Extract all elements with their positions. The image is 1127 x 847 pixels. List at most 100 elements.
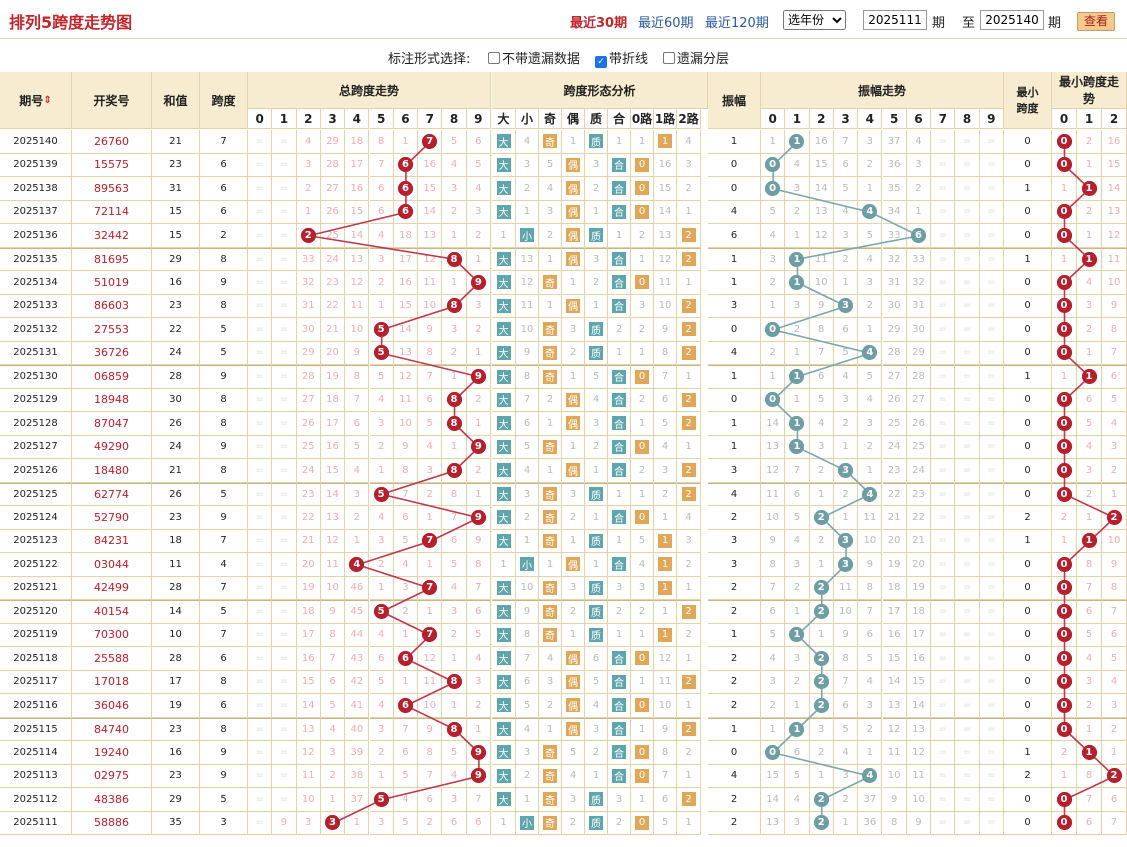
amp-trend-cell: 2 [858,153,883,177]
end-issue-input[interactable] [980,10,1044,30]
shape-tag: 小 [520,228,534,243]
span-miss-value: 12 [399,371,412,383]
option-miss-layer[interactable]: 遗漏分层 [663,48,729,67]
amp-cell: 0 [708,318,761,342]
span-trend-cell: = [272,365,297,389]
shape-cell: 大 [492,600,516,624]
span-trend-cell: 8 [393,459,419,483]
span-trend-cell: 9 [418,318,443,342]
amp-trend-cell: 32 [882,247,907,271]
span-miss-value: 21 [326,323,339,335]
checkbox-with-line[interactable]: ✓ [595,56,607,68]
amp-trend-cell: 3 [858,130,883,154]
amp-trend-cell: 24 [882,435,907,459]
shape-cell: 2 [539,388,562,412]
span-miss-value: 39 [350,746,364,758]
shape-cell: 合 [608,647,631,671]
min-trend-cell: 2 [1102,459,1127,483]
year-select[interactable]: 选年份 [783,10,846,30]
shape-cell: 1 [492,553,516,577]
issue-cell: 2025137 [0,200,72,224]
span-miss-value: 6 [475,606,482,618]
amp-miss-value: 15 [912,676,925,688]
shape-miss-value: 1 [569,276,577,288]
amp-trend-cell: 2 [809,529,834,553]
sum-cell: 19 [152,694,200,718]
span-miss-value: 4 [329,723,336,735]
shape-cell: 7 [516,388,539,412]
span-miss-value: = [255,676,264,688]
amp-trend-cell: 13 [906,717,932,741]
span-miss-value: 3 [450,182,458,194]
recent-120-link[interactable]: 最近120期 [705,16,769,31]
amp-trend-cell: = [979,741,1004,765]
shape-cell: 1 [539,412,562,436]
span-trend-cell: = [272,647,297,671]
amp-miss-value: = [987,535,996,547]
recent-60-link[interactable]: 最近60期 [638,16,694,31]
option-with-line[interactable]: ✓ 带折线 [595,48,648,68]
shape-cell: 1 [492,224,516,248]
amp-trend-cell: 23 [906,482,932,506]
span-cell: 6 [200,177,248,201]
shape-cell: 3 [585,153,608,177]
span-trend-cell: 1 [442,224,467,248]
amp-trend-cell: 29 [906,341,932,365]
amp-miss-value: = [987,394,996,406]
amp-trend-cell: = [955,482,980,506]
span-trend-cell: 4 [393,788,419,812]
amp-trend-cell: 18 [882,576,907,600]
amp-miss-value: 9 [769,535,776,547]
checkbox-no-miss[interactable] [488,52,500,64]
span-trend-cell: 24 [296,459,321,483]
shape-cell: 大 [492,365,516,389]
amp-trend-cell: = [979,811,1004,835]
span-trend-cell: 39 [345,741,370,765]
shape-tag: 合 [612,439,626,454]
span-miss-value: = [279,652,289,664]
amp-trend-cell: 5 [833,717,859,741]
issue-header[interactable]: 期号 ⇕ [0,72,72,129]
shape-tag: 大 [496,698,511,713]
amp-miss-value: 1 [793,699,801,711]
amp-trend-cell: 19 [882,553,907,577]
min-span-cell: 0 [1004,224,1052,248]
draw-cell: 18948 [72,388,152,412]
shape-cell: 奇 [539,764,562,788]
option-no-miss-label: 不带遗漏数据 [502,52,581,67]
checkbox-miss-layer[interactable] [663,52,675,64]
option-no-miss[interactable]: 不带遗漏数据 [488,48,580,67]
shape-miss-value: 3 [685,535,692,547]
amp-trend-cell: 3 [858,412,883,436]
amp-miss-value: 2 [915,182,922,194]
shape-cell: 4 [516,459,539,483]
start-issue-input[interactable] [863,10,927,30]
shape-tag: 质 [589,487,603,502]
span-ball-overlay: 5 [373,791,389,807]
query-button[interactable]: 查看 [1077,12,1115,31]
shape-cell: 2 [677,623,701,647]
shape-miss-value: 1 [592,558,600,570]
amp-trend-cell: 9 [809,294,834,318]
span-trend-cell: 14 [418,200,443,224]
draw-cell: 18480 [72,459,152,483]
recent-30-link[interactable]: 最近30期 [570,16,628,31]
sort-icon[interactable]: ⇕ [43,94,52,106]
span-trend-cell: 6 [393,506,419,530]
shape-miss-value: 3 [523,488,531,500]
amp-trend-cell: 4 [761,224,786,248]
amp-miss-value: = [987,159,996,171]
min-ball-overlay: 0 [1056,580,1072,596]
span-miss-value: 5 [402,817,409,829]
shape-cell: 2 [631,388,654,412]
shape-cell: 1 [562,130,585,154]
span-miss-value: = [255,746,264,758]
min-trend-cell: 3 [1077,294,1102,318]
span-trend-cell: 1 [466,247,491,271]
span-trend-cell: 18 [296,600,321,624]
amp-miss-value: = [962,182,972,194]
shape-tag: 奇 [543,745,557,760]
shape-cell: 9 [516,341,539,365]
span-trend-cell: 18 [345,130,370,154]
amp-miss-value: 1 [818,488,825,500]
